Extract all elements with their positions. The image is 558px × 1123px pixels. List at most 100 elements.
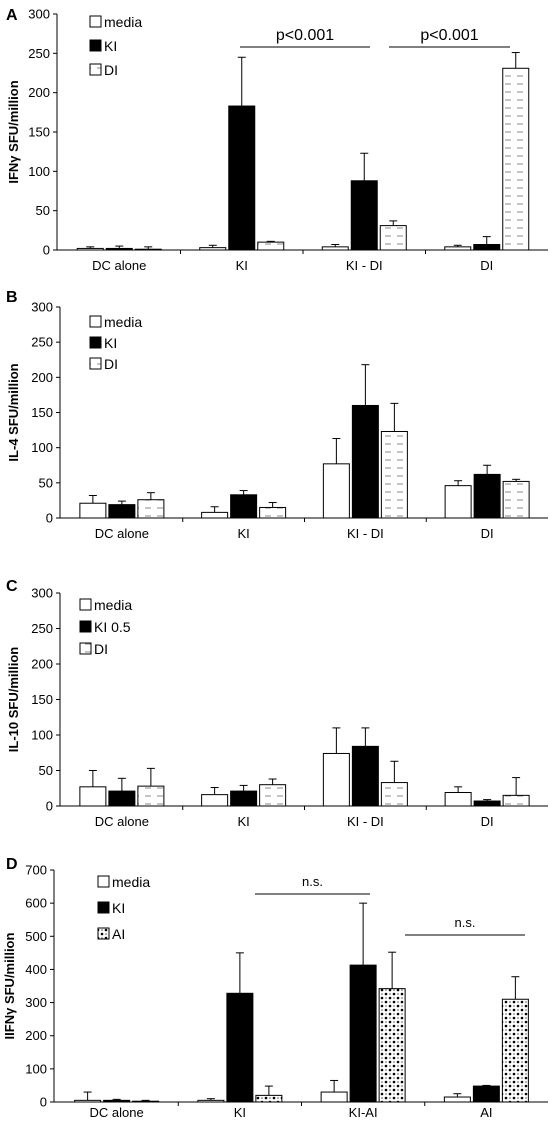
y-axis-label: IL-4 SFU/million	[6, 363, 21, 461]
panel-d: D IIFNγ SFU/million 0 100 200 300 400 500 600 700…	[2, 856, 548, 1120]
y-tick-label: 200	[28, 85, 50, 100]
bar-di	[259, 784, 287, 807]
bar-media	[74, 1099, 102, 1103]
bar-media	[197, 1099, 225, 1103]
legend-swatch	[79, 598, 92, 611]
x-tick-label: AI	[480, 1105, 492, 1120]
legend-label: AI	[112, 926, 125, 942]
bar-ai	[378, 988, 406, 1103]
bar-media	[320, 1091, 348, 1103]
bar-ki-0-5	[351, 745, 379, 807]
x-tick-label: DI	[480, 258, 493, 273]
significance-label: p<0.001	[420, 27, 478, 44]
x-tick-label: KI	[237, 526, 249, 541]
legend-swatch	[97, 927, 110, 940]
y-tick-label: 300	[31, 586, 53, 601]
bar-di	[134, 248, 162, 251]
bar-ki	[108, 504, 136, 519]
y-tick-label: 150	[31, 692, 53, 707]
bar-ai	[501, 998, 529, 1103]
bar-di	[502, 67, 530, 251]
bar-media	[321, 246, 349, 251]
x-tick-label: KI - DI	[347, 814, 384, 829]
y-tick-label: 300	[31, 300, 53, 315]
bar-ki	[230, 494, 258, 519]
legend-label: media	[104, 14, 142, 30]
bar-ki-0-5	[108, 790, 136, 807]
bar-di	[380, 782, 408, 807]
y-tick-label: 500	[25, 929, 47, 944]
x-tick-label: DI	[481, 526, 494, 541]
y-tick-label: 100	[31, 440, 53, 455]
legend-label: KI	[112, 900, 125, 916]
bar-ki-0-5	[473, 800, 501, 807]
significance-label: n.s.	[302, 874, 323, 889]
y-tick-label: 200	[31, 657, 53, 672]
legend-label: DI	[104, 62, 118, 78]
y-tick-label: 50	[36, 203, 50, 218]
legend-swatch	[79, 620, 92, 633]
legend-label: DI	[104, 356, 118, 372]
y-tick-label: 0	[46, 511, 53, 526]
bar-ki	[473, 473, 501, 519]
x-tick-label: KI - DI	[347, 526, 384, 541]
bar-ki	[473, 243, 501, 251]
legend-swatch	[97, 901, 110, 914]
bar-ki	[351, 404, 379, 519]
x-tick-label: KI	[236, 258, 248, 273]
legend-swatch	[79, 642, 92, 655]
bar-media	[79, 502, 107, 519]
x-tick-label: DC alone	[92, 258, 146, 273]
y-axis-label: IFNγ SFU/million	[6, 80, 21, 183]
bar-media	[443, 1096, 471, 1103]
y-tick-label: 0	[40, 1095, 47, 1110]
bar-media	[79, 786, 107, 807]
bar-di	[137, 785, 165, 807]
x-tick-label: DC alone	[95, 814, 149, 829]
legend-swatch	[89, 336, 102, 349]
x-tick-label: DC alone	[95, 526, 149, 541]
legend-label: media	[104, 314, 142, 330]
y-tick-label: 150	[31, 405, 53, 420]
y-tick-label: 150	[28, 125, 50, 140]
y-tick-label: 250	[31, 335, 53, 350]
y-tick-label: 50	[39, 763, 53, 778]
y-tick-label: 300	[25, 995, 47, 1010]
x-tick-label: KI - DI	[346, 258, 383, 273]
y-tick-label: 100	[28, 164, 50, 179]
bar-di	[380, 430, 408, 519]
bar-di	[379, 225, 407, 251]
bar-media	[322, 752, 350, 807]
significance-label: n.s.	[455, 915, 476, 930]
legend-label: media	[94, 597, 132, 613]
x-tick-label: KI-AI	[349, 1105, 378, 1120]
legend-swatch	[89, 63, 102, 76]
legend-swatch	[89, 357, 102, 370]
bar-ki-0-5	[230, 790, 258, 807]
bar-media	[444, 792, 472, 807]
y-axis-label: IIFNγ SFU/million	[2, 932, 17, 1039]
bar-media	[444, 485, 472, 519]
y-tick-label: 100	[25, 1061, 47, 1076]
x-tick-label: DI	[481, 814, 494, 829]
bar-ki	[228, 105, 256, 251]
bar-ki	[472, 1085, 500, 1103]
bar-ai	[132, 1100, 160, 1103]
bar-di	[502, 794, 530, 807]
bar-media	[201, 794, 229, 807]
significance-label: p<0.001	[276, 27, 334, 44]
legend-swatch	[97, 875, 110, 888]
bar-di	[502, 480, 530, 519]
panel-letter: D	[6, 856, 18, 873]
legend-label: KI	[104, 335, 117, 351]
legend-label: KI 0.5	[94, 619, 131, 635]
x-tick-label: KI	[237, 814, 249, 829]
bar-media	[201, 511, 229, 519]
bar-ki	[350, 180, 378, 251]
panel-letter: C	[6, 578, 18, 595]
y-axis-label: IL-10 SFU/million	[6, 647, 21, 753]
panel-letter: A	[6, 7, 18, 24]
y-tick-label: 200	[31, 370, 53, 385]
y-tick-label: 250	[28, 46, 50, 61]
